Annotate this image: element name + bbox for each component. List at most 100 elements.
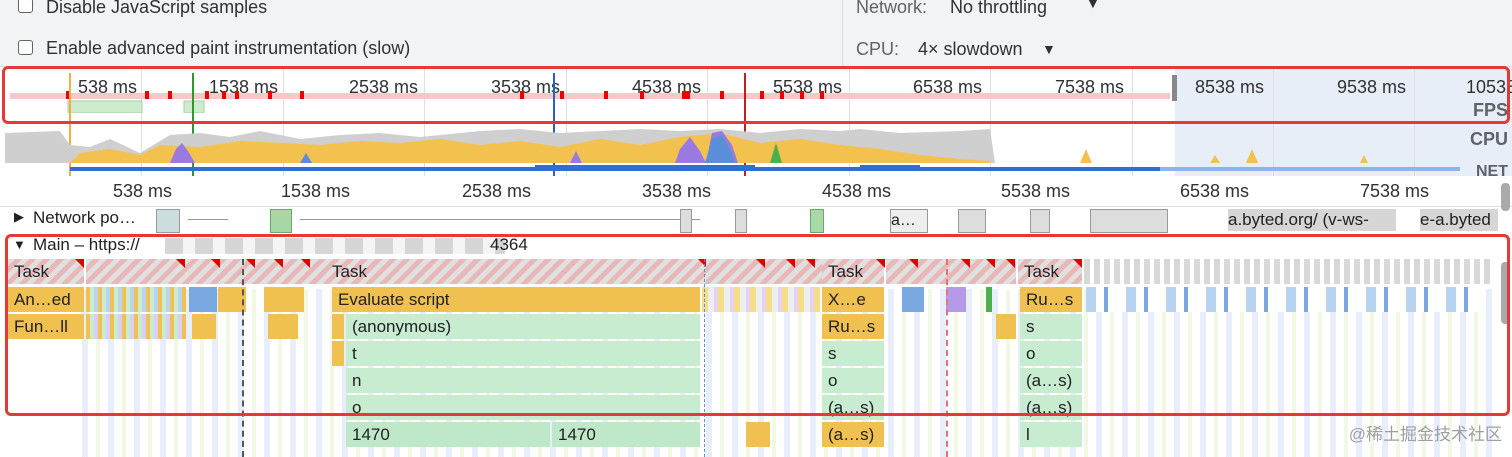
overview-selection-handle[interactable]	[1172, 75, 1177, 101]
marker-line	[242, 259, 244, 457]
net-bar	[535, 165, 755, 171]
overview-tick: 1538 ms	[209, 77, 279, 97]
task-block[interactable]	[86, 259, 326, 284]
overview-tick: 8538 ms	[1195, 77, 1265, 97]
call-block[interactable]: Fun…ll	[8, 314, 84, 339]
cpu-throttle-label: CPU:	[856, 39, 900, 59]
call-block[interactable]: (a…s)	[822, 395, 884, 420]
settings-divider	[842, 0, 843, 66]
call-block[interactable]: An…ed	[8, 287, 84, 312]
ruler-tick: 7538 ms	[1360, 181, 1430, 201]
marker-line	[553, 73, 555, 177]
overview-tick: 3538 ms	[491, 77, 561, 97]
call-block[interactable]: n	[346, 368, 700, 393]
task-block[interactable]: Task	[326, 259, 706, 284]
watermark: @稀土掘金技术社区	[1348, 425, 1502, 444]
overview-tick: 5538 ms	[773, 77, 843, 97]
task-block[interactable]	[886, 259, 1016, 284]
cpu-chart	[5, 129, 1368, 163]
main-track-url-suffix: 4364	[490, 235, 528, 254]
network-request[interactable]	[270, 209, 292, 233]
net-bar	[1160, 167, 1460, 171]
network-request[interactable]	[810, 209, 824, 233]
expand-arrow-icon[interactable]: ▶	[14, 209, 24, 224]
marker-line	[69, 73, 71, 177]
call-block[interactable]: 1470	[346, 422, 550, 447]
overview-tick: 10538	[1466, 77, 1512, 97]
overview-tick: 538 ms	[78, 77, 138, 97]
fps-label: FPS	[1472, 100, 1508, 120]
network-request[interactable]	[156, 209, 180, 233]
advanced-paint-checkbox[interactable]	[18, 40, 33, 55]
network-track-label: Network po…	[33, 208, 136, 227]
settings-bar: Disable JavaScript samples Enable advanc…	[0, 0, 1512, 66]
net-bar	[860, 165, 920, 171]
call-block[interactable]: Ru…s	[1020, 287, 1082, 312]
network-request[interactable]	[735, 209, 747, 233]
cpu-throttle-select[interactable]: 4× slowdown	[918, 39, 1023, 59]
call-block[interactable]: (a…s)	[1020, 368, 1082, 393]
network-throttle-label: Network:	[856, 0, 928, 17]
network-request[interactable]	[680, 209, 692, 233]
marker-line	[744, 73, 746, 177]
call-block[interactable]: s	[1020, 314, 1082, 339]
cpu-label: CPU	[1469, 129, 1508, 149]
network-request[interactable]	[1030, 209, 1050, 233]
chevron-down-icon[interactable]: ▼	[1042, 41, 1056, 57]
overview-tick: 2538 ms	[349, 77, 419, 97]
main-track-header[interactable]: ▼ Main – https:// 4364	[0, 234, 1500, 258]
ruler-tick: 538 ms	[113, 181, 173, 201]
flame-scrollbar[interactable]	[1501, 262, 1510, 324]
call-block[interactable]: s	[822, 341, 884, 366]
ruler-tick: 5538 ms	[1001, 181, 1071, 201]
ruler-tick: 4538 ms	[822, 181, 892, 201]
flame-background	[82, 289, 1500, 457]
ruler-tick: 1538 ms	[281, 181, 351, 201]
marker-line	[704, 259, 705, 457]
network-track[interactable]: ▶ Network po… a… a.byted.org/ (v-ws- e-a…	[0, 207, 1500, 233]
task-block[interactable]: Task	[8, 259, 84, 284]
timeline-overview[interactable]: 538 ms 1538 ms 2538 ms 3538 ms 4538 ms 5…	[0, 66, 1512, 180]
ruler-tick: 3538 ms	[642, 181, 712, 201]
task-block[interactable]: Task	[1018, 259, 1082, 284]
call-block[interactable]: o	[822, 368, 884, 393]
network-request[interactable]	[958, 209, 986, 233]
call-block[interactable]: t	[346, 341, 700, 366]
net-label: NET	[1476, 163, 1508, 180]
marker-line	[192, 73, 194, 177]
disable-js-samples-label: Disable JavaScript samples	[46, 0, 268, 17]
network-request[interactable]: a.byted.org/ (v-ws-	[1228, 209, 1396, 231]
call-block[interactable]: (a…s)	[1020, 395, 1082, 420]
call-block[interactable]: o	[1020, 341, 1082, 366]
evaluate-script-block[interactable]: Evaluate script	[332, 287, 700, 312]
overview-tick: 6538 ms	[913, 77, 983, 97]
main-track-label: Main – https://	[33, 235, 140, 254]
overview-tick: 7538 ms	[1055, 77, 1125, 97]
disable-js-samples-checkbox[interactable]	[18, 0, 33, 13]
chevron-down-icon[interactable]: ▼	[1086, 0, 1100, 11]
call-block[interactable]: (a…s)	[822, 422, 884, 447]
collapse-arrow-icon[interactable]: ▼	[13, 237, 26, 252]
ruler-tick: 2538 ms	[462, 181, 532, 201]
call-block[interactable]: X…e	[822, 287, 884, 312]
network-scrollbar[interactable]	[1501, 183, 1510, 211]
call-block[interactable]: 1470	[552, 422, 700, 447]
marker-line	[946, 259, 948, 457]
ruler-tick: 6538 ms	[1180, 181, 1250, 201]
network-request[interactable]: e-a.byted	[1420, 209, 1498, 231]
overview-tick: 9538 ms	[1337, 77, 1407, 97]
flame-chart[interactable]: Task Task Task Task An…ed Evaluate scrip…	[6, 259, 1500, 457]
fps-chart	[10, 91, 1170, 113]
call-block[interactable]: Ru…s	[822, 314, 884, 339]
call-block[interactable]: o	[346, 395, 700, 420]
network-request[interactable]	[1090, 209, 1168, 233]
network-request[interactable]: a…	[890, 209, 928, 233]
call-block[interactable]: l	[1020, 422, 1082, 447]
redacted-url	[165, 238, 505, 254]
task-block[interactable]	[1084, 259, 1494, 284]
anonymous-block[interactable]: (anonymous)	[346, 314, 700, 339]
network-throttle-select[interactable]: No throttling	[950, 0, 1048, 17]
task-block[interactable]: Task	[822, 259, 884, 284]
timeline-ruler: 538 ms 1538 ms 2538 ms 3538 ms 4538 ms 5…	[0, 176, 1512, 207]
advanced-paint-label: Enable advanced paint instrumentation (s…	[46, 38, 411, 58]
